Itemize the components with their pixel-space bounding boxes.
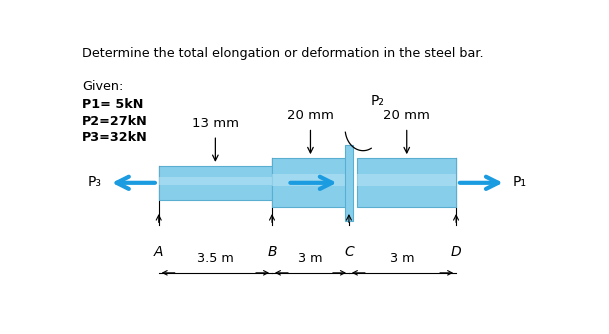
Text: P₃: P₃ xyxy=(88,175,102,188)
Text: A: A xyxy=(154,244,163,259)
Text: P₂: P₂ xyxy=(370,94,384,108)
Text: Determine the total elongation or deformation in the steel bar.: Determine the total elongation or deform… xyxy=(82,46,484,59)
Bar xyxy=(272,174,349,186)
Bar xyxy=(345,145,353,221)
Bar xyxy=(357,158,456,207)
Text: 13 mm: 13 mm xyxy=(192,117,239,130)
Text: B: B xyxy=(267,244,276,259)
Text: 20 mm: 20 mm xyxy=(287,109,334,122)
Text: 3 m: 3 m xyxy=(298,252,323,265)
Text: Given:: Given: xyxy=(82,80,123,93)
Bar xyxy=(272,158,349,207)
Text: C: C xyxy=(344,244,354,259)
Text: 3.5 m: 3.5 m xyxy=(197,252,234,265)
Text: 3 m: 3 m xyxy=(390,252,415,265)
Text: P1= 5kN: P1= 5kN xyxy=(82,98,143,111)
Text: P2=27kN: P2=27kN xyxy=(82,115,147,128)
Bar xyxy=(357,174,456,186)
Text: D: D xyxy=(451,244,462,259)
Text: P3=32kN: P3=32kN xyxy=(82,131,147,144)
Text: 20 mm: 20 mm xyxy=(383,109,430,122)
Bar xyxy=(159,177,272,185)
Bar xyxy=(159,166,272,199)
Text: P₁: P₁ xyxy=(513,175,527,188)
